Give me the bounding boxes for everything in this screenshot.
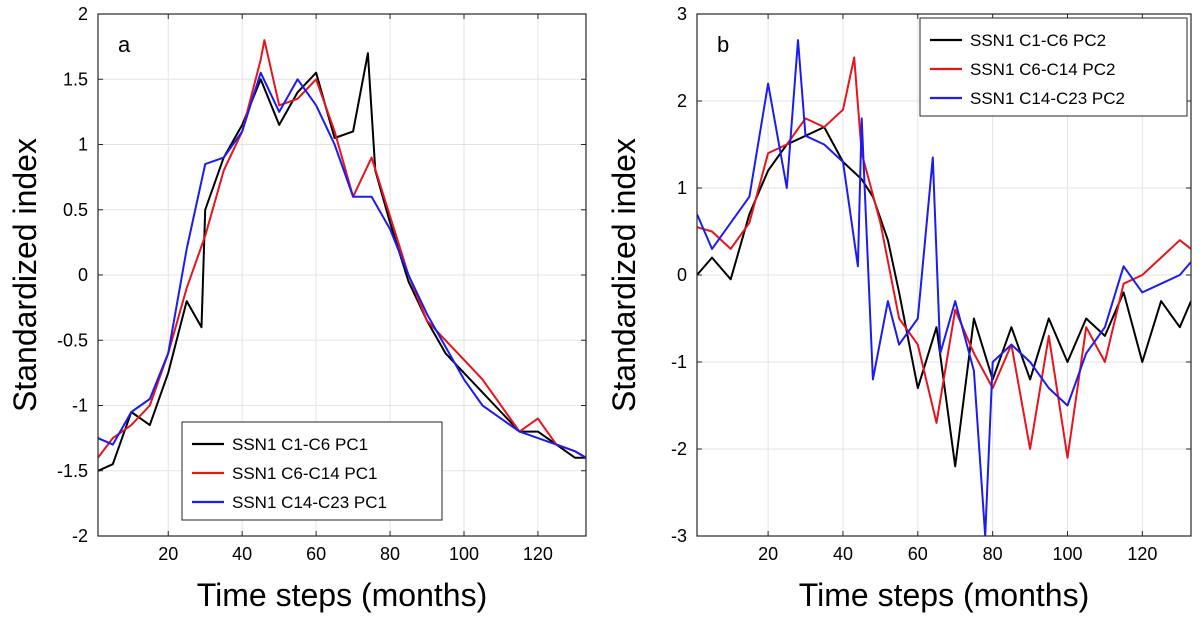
y-tick-label: -3 [671, 526, 687, 546]
x-tick-label: 20 [158, 544, 178, 564]
series-line-3 [98, 71, 586, 459]
series-line-3 [697, 39, 1191, 536]
series-line-2 [98, 39, 586, 459]
y-tick-label: -1 [72, 396, 88, 416]
legend-label-2: SSN1 C6-C14 PC1 [232, 464, 378, 483]
y-tick-label: -2 [72, 526, 88, 546]
legend: SSN1 C1-C6 PC1 SSN1 C6-C14 PC1 SSN1 C14-C2… [181, 421, 443, 521]
y-tick-label: 1 [78, 135, 88, 155]
y-tick-label: -1.5 [57, 461, 88, 481]
y-tick-label: 0 [78, 265, 88, 285]
y-tick-label: -2 [671, 439, 687, 459]
y-tick-label: 0 [677, 265, 687, 285]
x-tick-label: 100 [449, 544, 479, 564]
x-tick-label: 40 [232, 544, 252, 564]
y-tick-label: 1 [677, 178, 687, 198]
x-tick-label: 120 [1127, 544, 1157, 564]
legend-label-3: SSN1 C14-C23 PC2 [970, 89, 1125, 108]
y-tick-label: 0.5 [63, 200, 88, 220]
legend: SSN1 C1-C6 PC2 SSN1 C6-C14 PC2 SSN1 C14-C2… [919, 17, 1188, 117]
y-tick-label: 3 [677, 4, 687, 24]
x-tick-label: 60 [306, 544, 326, 564]
x-tick-label: 80 [983, 544, 1003, 564]
legend-label-3: SSN1 C14-C23 PC1 [232, 493, 387, 512]
series-line-2 [697, 56, 1191, 459]
panel-label: b [717, 32, 729, 57]
y-tick-label: 2 [677, 91, 687, 111]
y-tick-label: -1 [671, 352, 687, 372]
series-line-1 [98, 52, 586, 472]
chart-panel-b: 20 40 60 80 100 120 -3 -2 -1 0 1 2 3 Time steps (mont… [606, 4, 1192, 613]
series-line-1 [697, 126, 1191, 468]
x-tick-label: 20 [758, 544, 778, 564]
x-tick-label: 120 [523, 544, 553, 564]
x-axis-label: Time steps (months) [197, 577, 487, 613]
chart-panel-a: 20 40 60 80 100 120 -2 -1.5 -1 -0.5 0 0.5 1 1.5 2 Time … [7, 4, 587, 613]
legend-label-2: SSN1 C6-C14 PC2 [970, 60, 1116, 79]
x-axis-label: Time steps (months) [799, 577, 1089, 613]
x-tick-label: 100 [1052, 544, 1082, 564]
y-tick-label: 2 [78, 4, 88, 24]
y-axis-label: Standardized index [606, 138, 642, 412]
x-tick-label: 60 [908, 544, 928, 564]
legend-box [919, 17, 1188, 117]
panel-label: a [118, 32, 131, 57]
legend-label-1: SSN1 C1-C6 PC2 [970, 31, 1106, 50]
x-tick-label: 40 [833, 544, 853, 564]
y-tick-label: -0.5 [57, 330, 88, 350]
legend-box [181, 421, 443, 521]
x-tick-label: 80 [380, 544, 400, 564]
legend-label-1: SSN1 C1-C6 PC1 [232, 435, 368, 454]
y-tick-label: 1.5 [63, 69, 88, 89]
y-axis-label: Standardized index [7, 138, 43, 412]
